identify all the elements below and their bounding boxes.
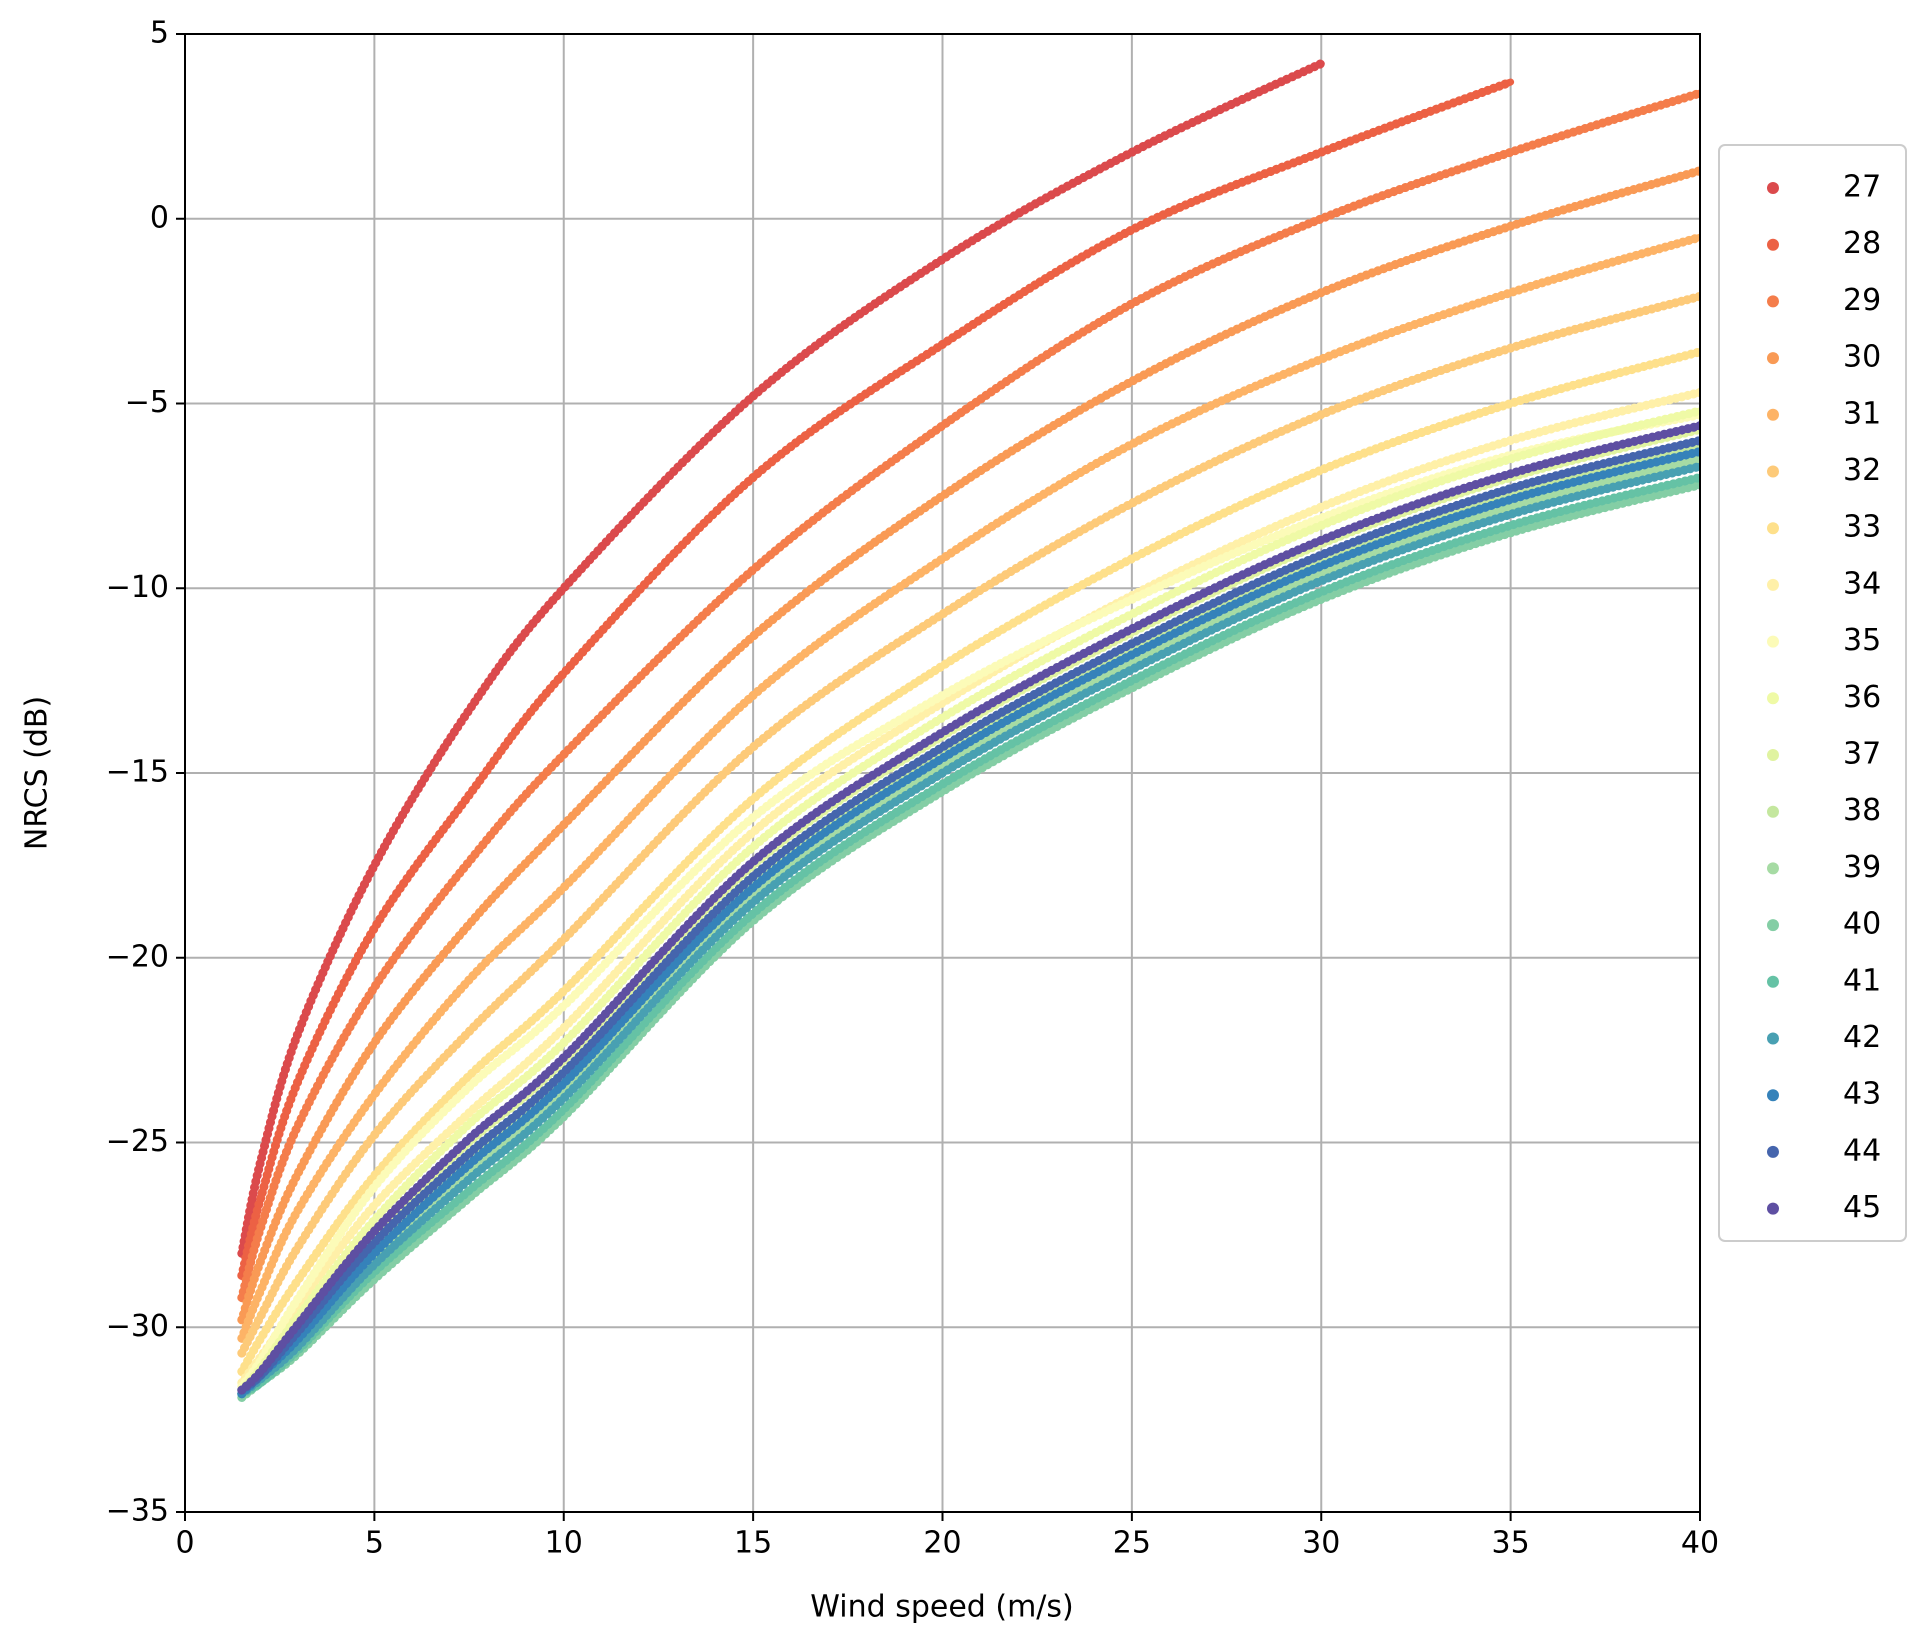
y-tick-label: 0 [150,200,169,235]
series-line [238,411,1700,1390]
legend-marker [1767,919,1779,932]
x-tick-label: 30 [1302,1526,1340,1561]
series-line [238,292,1700,1357]
series-points [237,439,1700,1399]
legend-marker [1767,295,1779,308]
series-points [237,410,1700,1391]
series-line [238,436,1700,1394]
legend-marker [1767,578,1779,591]
legend-marker [1767,1145,1779,1158]
y-tick-label: −10 [106,570,169,605]
y-tick-label: −20 [106,939,169,974]
x-tick-label: 15 [734,1526,772,1561]
legend-marker [1767,805,1779,818]
legend-marker [1767,352,1779,365]
legend: 27 28 29 30 31 32 33 34 35 36 37 38 39 40 41 42 43 44 45 [1767,170,1881,1225]
series-points [237,421,1700,1395]
series-points [237,406,1700,1395]
legend-marker [1767,238,1779,251]
legend-label: 37 [1843,737,1881,772]
legend-marker [1767,975,1779,988]
legend-label: 28 [1843,226,1881,261]
series-line [238,348,1700,1376]
legend-marker [1767,1089,1779,1102]
legend-label: 41 [1843,963,1881,998]
legend-marker [1767,1202,1779,1215]
legend-label: 33 [1843,510,1881,545]
legend-box [1718,144,1907,1242]
legend-label: 43 [1843,1077,1881,1112]
series-line [238,78,1515,1280]
legend-label: 31 [1843,396,1881,431]
legend-label: 34 [1843,566,1881,601]
x-tick-label: 10 [545,1526,583,1561]
x-tick-label: 0 [175,1526,194,1561]
series-line [238,167,1700,1324]
x-tick-label: 5 [365,1526,384,1561]
legend-marker [1767,182,1779,194]
legend-marker [1767,522,1779,535]
legend-marker [1767,635,1779,648]
y-tick-label: −25 [106,1124,169,1159]
legend-label: 29 [1843,283,1881,318]
legend-label: 32 [1843,453,1881,488]
legend-label: 36 [1843,680,1881,715]
x-tick-label: 20 [923,1526,961,1561]
legend-marker [1767,862,1779,875]
plot-area [237,59,1700,1402]
series-line [238,462,1700,1398]
legend-label: 38 [1843,793,1881,828]
legend-marker [1767,465,1779,478]
series-line [238,233,1700,1342]
series-line [238,388,1700,1387]
x-tick-label: 40 [1681,1526,1719,1561]
x-axis-label: Wind speed (m/s) [810,1590,1073,1625]
y-tick-label: −35 [106,1494,169,1529]
series-line [238,60,1325,1257]
legend-label: 35 [1843,623,1881,658]
series-line [238,422,1700,1394]
legend-label: 45 [1843,1190,1881,1225]
y-axis-label: NRCS (dB) [20,696,55,850]
legend-marker [1767,749,1779,761]
y-tick-label: −15 [106,755,169,790]
axes: 0 5 10 15 20 25 30 35 40 −35 −30 −25 −20 −15 −10 −5 0 5 [106,16,1719,1561]
x-tick-label: 25 [1113,1526,1151,1561]
series-line [238,425,1700,1394]
legend-label: 30 [1843,340,1881,375]
legend-label: 40 [1843,907,1881,942]
y-tick-label: −30 [106,1309,169,1344]
x-tick-label: 35 [1492,1526,1530,1561]
series-line [238,440,1700,1398]
series-points [237,435,1700,1395]
series-points [237,480,1700,1402]
legend-marker [1767,692,1779,705]
series-points [237,424,1700,1395]
legend-label: 27 [1843,170,1881,205]
series-line [238,407,1700,1394]
legend-label: 42 [1843,1020,1881,1055]
legend-label: 44 [1843,1133,1881,1168]
y-tick-label: −5 [125,385,169,420]
series-line [238,89,1700,1302]
legend-label: 39 [1843,850,1881,885]
series-line [238,448,1700,1398]
legend-marker [1767,1032,1779,1045]
series-line [238,481,1700,1401]
legend-marker [1767,408,1779,421]
y-tick-label: 5 [150,16,169,51]
